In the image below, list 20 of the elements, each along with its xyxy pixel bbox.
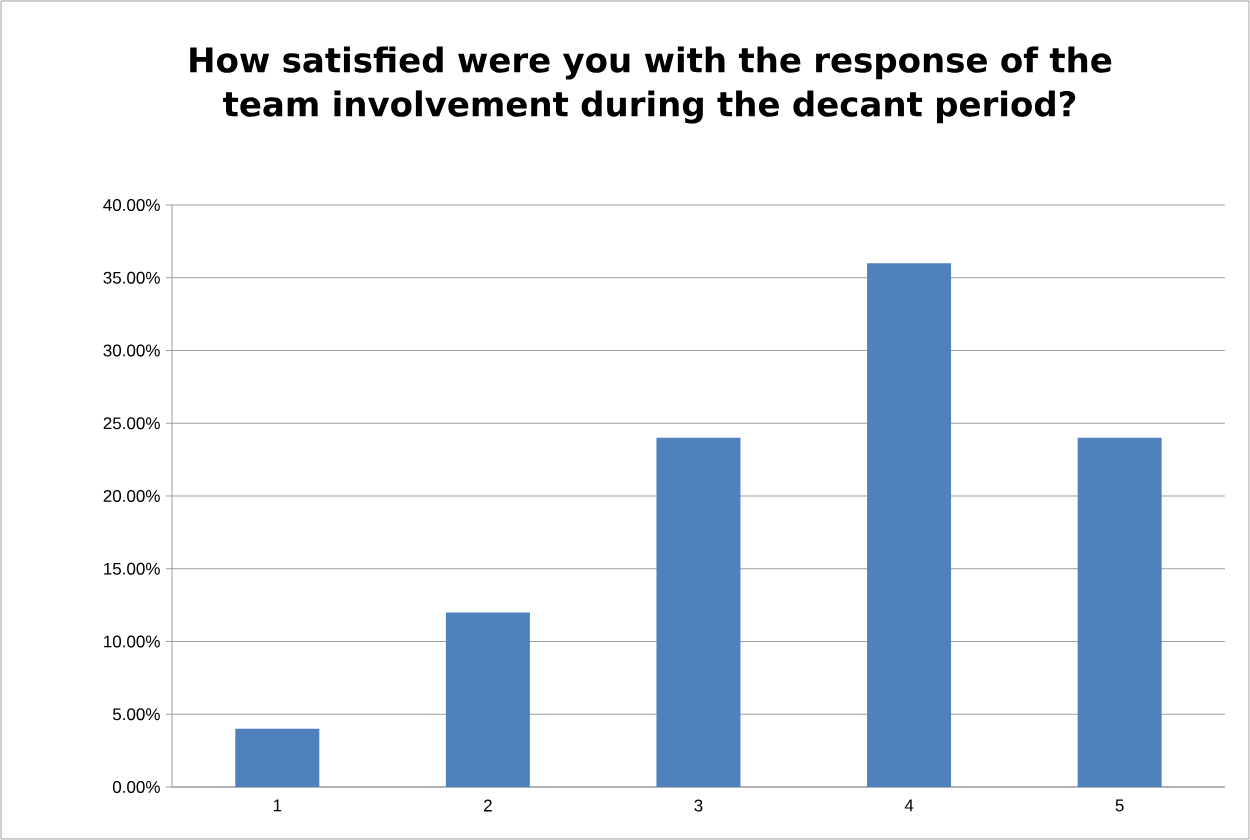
y-tick-label: 40.00%	[103, 198, 160, 212]
y-tick-label: 20.00%	[103, 489, 160, 503]
bar	[235, 728, 320, 787]
x-tick-label: 1	[273, 799, 282, 812]
y-tick-label: 5.00%	[112, 708, 160, 721]
y-tick-label: 15.00%	[104, 562, 160, 575]
y-tick-label: 30.00%	[103, 344, 160, 357]
bar	[656, 437, 741, 787]
x-tick-label: 2	[484, 799, 492, 812]
x-tick-label: 5	[1115, 799, 1124, 812]
x-tick-label: 4	[904, 799, 914, 812]
y-tick-label: 35.00%	[103, 271, 160, 284]
chart-title: How satisfied were you with the response of the team involvement during the decant period?	[190, 46, 1112, 124]
bar	[1077, 437, 1162, 787]
bar	[445, 612, 530, 787]
y-tick-label: 25.00%	[103, 417, 160, 430]
y-tick-label: 10.00%	[104, 635, 160, 648]
bar	[867, 263, 952, 787]
y-tick-label: 0.00%	[112, 780, 160, 794]
x-tick-label: 3	[694, 799, 703, 812]
